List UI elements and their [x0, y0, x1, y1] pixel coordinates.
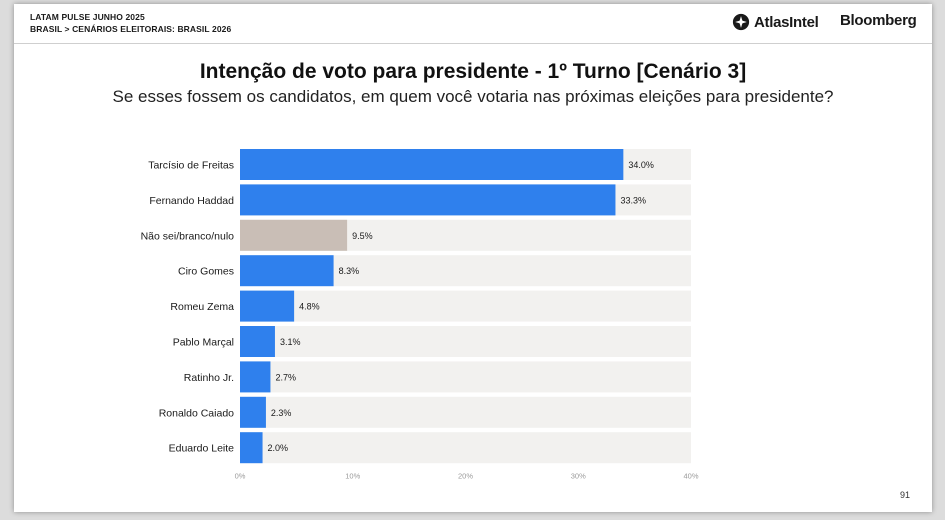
- category-label: Ratinho Jr.: [184, 372, 234, 384]
- bar-track: [240, 361, 691, 393]
- bar: [240, 432, 263, 464]
- bar: [240, 184, 616, 216]
- value-label: 34.0%: [628, 160, 654, 170]
- bar: [240, 149, 624, 180]
- atlasintel-logo-icon: [732, 13, 750, 31]
- bar: [240, 290, 295, 322]
- atlasintel-logo-text: AtlasIntel: [754, 13, 819, 31]
- header-breadcrumb: BRASIL > CENÁRIOS ELEITORAIS: BRASIL 202…: [30, 24, 232, 34]
- category-label: Fernando Haddad: [149, 195, 234, 207]
- bar: [240, 219, 348, 251]
- bloomberg-logo: Bloomberg: [840, 12, 917, 29]
- category-label: Ciro Gomes: [178, 266, 234, 278]
- bar-chart: Tarcísio de Freitas 34.0% Fernando Haddad 3…: [141, 149, 699, 481]
- chart-subtitle: Se esses fossem os candidatos, em quem v…: [112, 87, 834, 106]
- bar: [240, 326, 275, 357]
- header-divider: [14, 43, 932, 44]
- value-label: 33.3%: [620, 195, 646, 205]
- value-label: 4.8%: [299, 302, 320, 312]
- value-label: 2.7%: [275, 372, 296, 382]
- x-tick-label: 20%: [458, 472, 473, 481]
- value-label: 3.1%: [280, 337, 301, 347]
- bar-track: [240, 396, 691, 428]
- bar-track: [240, 326, 691, 357]
- category-label: Eduardo Leite: [169, 443, 235, 455]
- bar: [240, 396, 266, 428]
- category-label: Não sei/branco/nulo: [141, 230, 235, 242]
- value-label: 9.5%: [352, 231, 373, 241]
- bar: [240, 361, 271, 393]
- bar-track: [240, 432, 691, 464]
- chart-title: Intenção de voto para presidente - 1º Tu…: [199, 60, 747, 83]
- value-label: 8.3%: [339, 266, 360, 276]
- header-survey-name: LATAM PULSE JUNHO 2025: [30, 12, 145, 22]
- value-label: 2.0%: [268, 443, 289, 453]
- slide: LATAM PULSE JUNHO 2025 BRASIL > CENÁRIOS…: [14, 4, 932, 512]
- category-label: Tarcísio de Freitas: [148, 160, 234, 172]
- page-number: 91: [900, 490, 911, 500]
- x-tick-label: 40%: [683, 472, 698, 481]
- category-label: Romeu Zema: [170, 301, 234, 313]
- bar-track: [240, 290, 691, 322]
- atlasintel-logo: AtlasIntel: [732, 12, 819, 32]
- x-tick-label: 10%: [345, 472, 360, 481]
- category-label: Ronaldo Caiado: [159, 407, 234, 419]
- category-label: Pablo Marçal: [173, 337, 234, 349]
- x-tick-label: 0%: [235, 472, 246, 481]
- value-label: 2.3%: [271, 408, 292, 418]
- x-tick-label: 30%: [571, 472, 586, 481]
- bar: [240, 255, 334, 287]
